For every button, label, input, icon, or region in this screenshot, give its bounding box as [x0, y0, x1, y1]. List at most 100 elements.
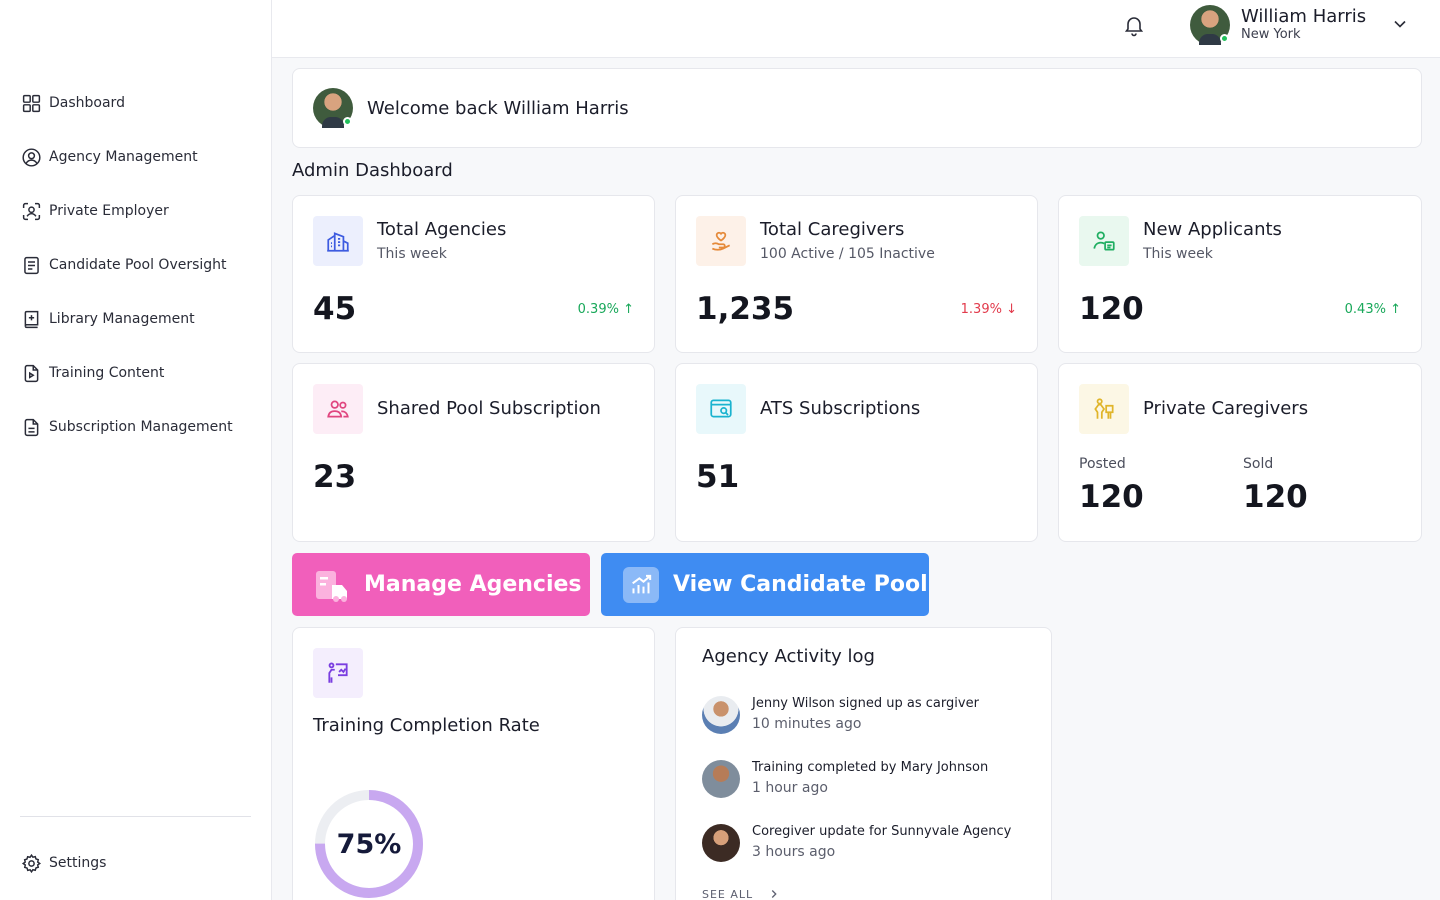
user-id-icon	[1079, 216, 1129, 266]
presentation-icon	[313, 648, 363, 698]
sidebar-item-settings[interactable]: Settings	[20, 836, 106, 890]
card-title: Private Caregivers	[1143, 398, 1309, 419]
sidebar-item-agency-management[interactable]: Agency Management	[20, 130, 259, 184]
page-title: Admin Dashboard	[292, 160, 453, 181]
welcome-banner: Welcome back William Harris	[292, 68, 1422, 148]
chart-up-icon	[623, 566, 659, 603]
sold-value: 120	[1243, 479, 1308, 515]
training-title: Training Completion Rate	[313, 715, 540, 736]
online-status-dot	[1220, 34, 1229, 43]
sidebar-item-label: Library Management	[49, 311, 195, 327]
trend-change: 0.43% ↑	[1344, 302, 1401, 317]
card-value: 45	[313, 291, 357, 327]
sidebar-item-private-employer[interactable]: Private Employer	[20, 184, 259, 238]
card-title: Shared Pool Subscription	[377, 398, 601, 419]
sidebar-item-candidate-pool-oversight[interactable]: Candidate Pool Oversight	[20, 238, 259, 292]
training-completion-card: Training Completion Rate 75%	[292, 627, 655, 900]
user-location: New York	[1241, 27, 1301, 43]
arrow-up-icon: ↑	[1390, 302, 1401, 317]
chevron-right-icon	[771, 890, 777, 898]
online-status-dot	[343, 117, 352, 126]
sidebar-item-label: Private Employer	[49, 203, 169, 219]
avatar	[702, 760, 740, 798]
posted-value: 120	[1079, 479, 1144, 515]
sidebar-item-training-content[interactable]: Training Content	[20, 346, 259, 400]
user-name: William Harris	[1241, 6, 1367, 28]
user-circle-icon	[20, 146, 42, 168]
avatar	[313, 88, 353, 128]
avatar	[1190, 5, 1230, 45]
new-applicants-card: New Applicants This week 120 0.43% ↑	[1058, 195, 1422, 353]
users-icon	[313, 384, 363, 434]
book-icon	[20, 308, 42, 330]
see-all-link[interactable]: SEE ALL	[702, 887, 781, 900]
activity-item[interactable]: Coregiver update for Sunnyvale Agency 3 …	[702, 822, 1011, 862]
ats-subscriptions-card: ATS Subscriptions 51	[675, 363, 1038, 542]
sidebar-item-label: Subscription Management	[49, 419, 233, 435]
total-agencies-card: Total Agencies This week 45 0.39% ↑	[292, 195, 655, 353]
view-candidate-pool-label: View Candidate Pool	[673, 572, 928, 597]
caregiver-icon	[1079, 384, 1129, 434]
user-menu[interactable]: William Harris New York	[1190, 5, 1366, 45]
sidebar-divider	[20, 816, 251, 817]
activity-text: Coregiver update for Sunnyvale Agency	[752, 824, 1012, 839]
building-icon	[313, 216, 363, 266]
sidebar: Dashboard Agency Management Private Empl…	[0, 0, 272, 900]
shared-pool-card: Shared Pool Subscription 23	[292, 363, 655, 542]
view-candidate-pool-button[interactable]: View Candidate Pool	[601, 553, 929, 616]
sidebar-item-library-management[interactable]: Library Management	[20, 292, 259, 346]
welcome-text: Welcome back William Harris	[367, 97, 629, 119]
card-title: New Applicants	[1143, 219, 1282, 240]
user-scan-icon	[20, 200, 42, 222]
settings-label: Settings	[49, 855, 107, 871]
manage-agencies-button[interactable]: Manage Agencies	[292, 553, 590, 616]
see-all-label: SEE ALL	[702, 887, 754, 900]
browser-search-icon	[696, 384, 746, 434]
activity-title: Agency Activity log	[702, 646, 875, 667]
sidebar-nav: Dashboard Agency Management Private Empl…	[20, 76, 259, 454]
training-progress-ring	[315, 790, 423, 898]
card-title: Total Caregivers	[760, 219, 905, 240]
activity-item[interactable]: Jenny Wilson signed up as cargiver 10 mi…	[702, 694, 979, 734]
training-percent: 75%	[336, 828, 402, 860]
card-subtitle: This week	[377, 246, 447, 262]
card-title: ATS Subscriptions	[760, 398, 921, 419]
heart-hand-icon	[696, 216, 746, 266]
private-caregivers-card: Private Caregivers Posted 120 Sold 120	[1058, 363, 1422, 542]
trend-change: 1.39% ↓	[960, 302, 1017, 317]
bell-icon[interactable]	[1122, 13, 1146, 37]
list-doc-icon	[20, 254, 42, 276]
file-text-icon	[20, 416, 42, 438]
agency-activity-card: Agency Activity log Jenny Wilson signed …	[675, 627, 1052, 900]
card-value: 51	[696, 459, 740, 495]
activity-time: 10 minutes ago	[752, 716, 862, 732]
grid-icon	[20, 92, 42, 114]
card-title: Total Agencies	[377, 219, 507, 240]
sidebar-item-subscription-management[interactable]: Subscription Management	[20, 400, 259, 454]
sidebar-item-label: Training Content	[49, 365, 165, 381]
chevron-down-icon[interactable]	[1390, 14, 1410, 34]
posted-label: Posted	[1079, 456, 1126, 472]
top-bar: William Harris New York	[272, 0, 1440, 58]
trend-change: 0.39% ↑	[577, 302, 634, 317]
card-value: 23	[313, 459, 357, 495]
activity-item[interactable]: Training completed by Mary Johnson 1 hou…	[702, 758, 988, 798]
agency-truck-icon	[314, 567, 350, 603]
file-play-icon	[20, 362, 42, 384]
card-value: 120	[1079, 291, 1144, 327]
card-subtitle: This week	[1143, 246, 1213, 262]
total-caregivers-card: Total Caregivers 100 Active / 105 Inacti…	[675, 195, 1038, 353]
activity-text: Jenny Wilson signed up as cargiver	[752, 696, 979, 711]
sold-label: Sold	[1243, 456, 1274, 472]
activity-time: 1 hour ago	[752, 780, 828, 796]
arrow-down-icon: ↓	[1006, 302, 1017, 317]
sidebar-item-label: Agency Management	[49, 149, 198, 165]
avatar	[702, 824, 740, 862]
arrow-up-icon: ↑	[623, 302, 634, 317]
avatar	[702, 696, 740, 734]
sidebar-item-label: Candidate Pool Oversight	[49, 257, 227, 273]
activity-text: Training completed by Mary Johnson	[752, 760, 989, 775]
card-value: 1,235	[696, 291, 795, 327]
activity-time: 3 hours ago	[752, 844, 836, 860]
sidebar-item-dashboard[interactable]: Dashboard	[20, 76, 259, 130]
